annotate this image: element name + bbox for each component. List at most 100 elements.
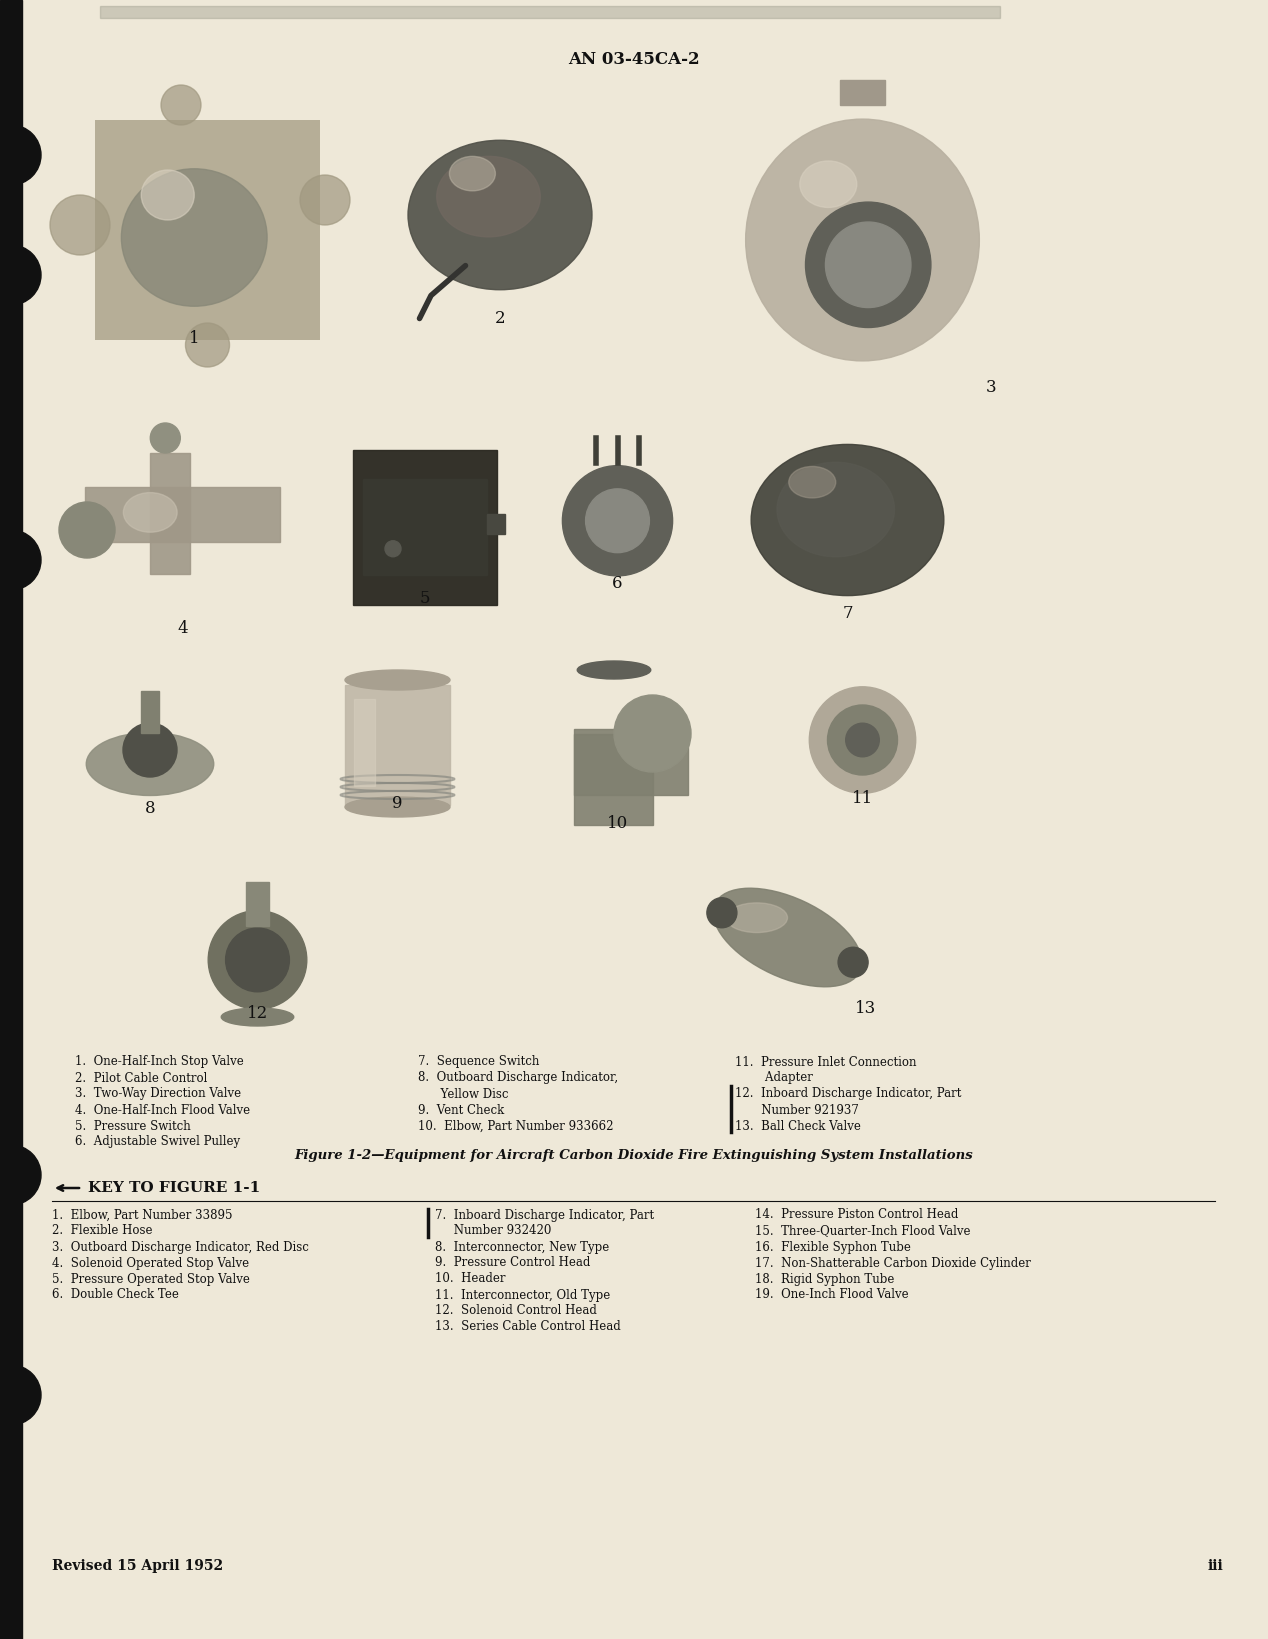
Bar [363, 479, 487, 575]
Circle shape [0, 1146, 41, 1205]
Text: 2.  Pilot Cable Control: 2. Pilot Cable Control [75, 1072, 208, 1085]
Circle shape [185, 323, 230, 367]
Circle shape [161, 85, 202, 125]
Text: AN 03-45CA-2: AN 03-45CA-2 [568, 51, 700, 69]
Ellipse shape [408, 141, 592, 290]
Circle shape [123, 723, 178, 777]
Ellipse shape [436, 156, 540, 238]
Text: 2: 2 [495, 310, 506, 328]
Text: 12.  Solenoid Control Head: 12. Solenoid Control Head [435, 1305, 597, 1318]
Text: 3.  Outboard Discharge Indicator, Red Disc: 3. Outboard Discharge Indicator, Red Dis… [52, 1241, 309, 1254]
Text: 10.  Header: 10. Header [435, 1272, 506, 1285]
Ellipse shape [777, 462, 894, 557]
Text: 13.  Series Cable Control Head: 13. Series Cable Control Head [435, 1321, 621, 1334]
Text: 8.  Interconnector, New Type: 8. Interconnector, New Type [435, 1241, 609, 1254]
Ellipse shape [123, 493, 178, 533]
Text: 6.  Adjustable Swivel Pulley: 6. Adjustable Swivel Pulley [75, 1136, 240, 1149]
Text: Revised 15 April 1952: Revised 15 April 1952 [52, 1559, 223, 1573]
Circle shape [0, 529, 41, 590]
Bar [100, 7, 1000, 18]
Ellipse shape [577, 661, 650, 679]
Ellipse shape [141, 170, 194, 220]
Text: 10: 10 [607, 815, 628, 833]
Text: 5: 5 [420, 590, 430, 606]
Ellipse shape [713, 888, 862, 987]
Bar [0, 0, 22, 1639]
Bar [353, 451, 497, 605]
Text: iii: iii [1207, 1559, 1222, 1573]
Text: 6: 6 [612, 575, 623, 592]
Text: Yellow Disc: Yellow Disc [418, 1088, 508, 1100]
Circle shape [805, 202, 931, 328]
Text: 5.  Pressure Operated Stop Valve: 5. Pressure Operated Stop Valve [52, 1272, 250, 1285]
Text: 10.  Elbow, Part Number 933662: 10. Elbow, Part Number 933662 [418, 1119, 614, 1133]
Text: 11.  Interconnector, Old Type: 11. Interconnector, Old Type [435, 1288, 610, 1301]
Circle shape [846, 723, 879, 757]
Text: 2.  Flexible Hose: 2. Flexible Hose [52, 1224, 152, 1237]
Text: 18.  Rigid Syphon Tube: 18. Rigid Syphon Tube [754, 1272, 894, 1285]
Ellipse shape [727, 903, 787, 933]
Ellipse shape [221, 1008, 294, 1026]
Bar [487, 513, 505, 534]
Text: 4.  Solenoid Operated Stop Valve: 4. Solenoid Operated Stop Valve [52, 1257, 249, 1270]
Text: 9.  Pressure Control Head: 9. Pressure Control Head [435, 1257, 591, 1270]
Bar [345, 685, 450, 805]
Circle shape [586, 488, 649, 552]
Ellipse shape [800, 161, 857, 208]
Text: 11: 11 [852, 790, 874, 806]
Text: 12.  Inboard Discharge Indicator, Part: 12. Inboard Discharge Indicator, Part [735, 1088, 961, 1100]
Bar [150, 452, 190, 574]
Ellipse shape [86, 733, 214, 795]
Bar [573, 734, 687, 795]
Circle shape [49, 195, 110, 256]
Text: 8: 8 [145, 800, 155, 816]
Text: 12: 12 [247, 1005, 268, 1023]
Ellipse shape [751, 444, 943, 595]
Bar [85, 487, 280, 543]
Text: 14.  Pressure Piston Control Head: 14. Pressure Piston Control Head [754, 1208, 959, 1221]
Circle shape [226, 928, 289, 992]
Circle shape [828, 705, 898, 775]
Ellipse shape [345, 797, 450, 816]
Bar [141, 692, 158, 733]
Circle shape [0, 244, 41, 305]
Circle shape [706, 898, 737, 928]
Ellipse shape [746, 120, 979, 361]
Text: 9: 9 [392, 795, 403, 811]
Bar [839, 80, 885, 105]
Circle shape [0, 1365, 41, 1424]
Text: Number 932420: Number 932420 [435, 1224, 552, 1237]
Circle shape [60, 502, 115, 557]
Text: 11.  Pressure Inlet Connection: 11. Pressure Inlet Connection [735, 1056, 917, 1069]
Circle shape [809, 687, 915, 793]
Text: 1.  Elbow, Part Number 33895: 1. Elbow, Part Number 33895 [52, 1208, 232, 1221]
Bar [246, 882, 269, 926]
Text: 3: 3 [985, 379, 997, 397]
Bar [354, 698, 375, 787]
Circle shape [385, 541, 401, 557]
Circle shape [301, 175, 350, 225]
Ellipse shape [789, 467, 836, 498]
Text: 9.  Vent Check: 9. Vent Check [418, 1103, 505, 1116]
Bar [95, 120, 320, 339]
Circle shape [208, 911, 307, 1010]
Text: 15.  Three-Quarter-Inch Flood Valve: 15. Three-Quarter-Inch Flood Valve [754, 1224, 970, 1237]
Text: 7: 7 [842, 605, 853, 621]
Ellipse shape [122, 169, 268, 306]
Text: Figure 1-2—Equipment for Aircraft Carbon Dioxide Fire Extinguishing System Insta: Figure 1-2—Equipment for Aircraft Carbon… [294, 1149, 974, 1162]
Circle shape [838, 947, 869, 977]
Ellipse shape [345, 670, 450, 690]
Text: 13: 13 [855, 1000, 876, 1018]
Text: KEY TO FIGURE 1-1: KEY TO FIGURE 1-1 [87, 1182, 260, 1195]
Text: 5.  Pressure Switch: 5. Pressure Switch [75, 1119, 190, 1133]
Bar [573, 729, 653, 824]
Text: 1.  One-Half-Inch Stop Valve: 1. One-Half-Inch Stop Valve [75, 1056, 243, 1069]
Text: 4.  One-Half-Inch Flood Valve: 4. One-Half-Inch Flood Valve [75, 1103, 250, 1116]
Text: 8.  Outboard Discharge Indicator,: 8. Outboard Discharge Indicator, [418, 1072, 618, 1085]
Text: 16.  Flexible Syphon Tube: 16. Flexible Syphon Tube [754, 1241, 910, 1254]
Text: 4: 4 [178, 620, 188, 638]
Text: 13.  Ball Check Valve: 13. Ball Check Valve [735, 1119, 861, 1133]
Text: 17.  Non-Shatterable Carbon Dioxide Cylinder: 17. Non-Shatterable Carbon Dioxide Cylin… [754, 1257, 1031, 1270]
Text: 19.  One-Inch Flood Valve: 19. One-Inch Flood Valve [754, 1288, 909, 1301]
Text: 1: 1 [189, 329, 199, 347]
